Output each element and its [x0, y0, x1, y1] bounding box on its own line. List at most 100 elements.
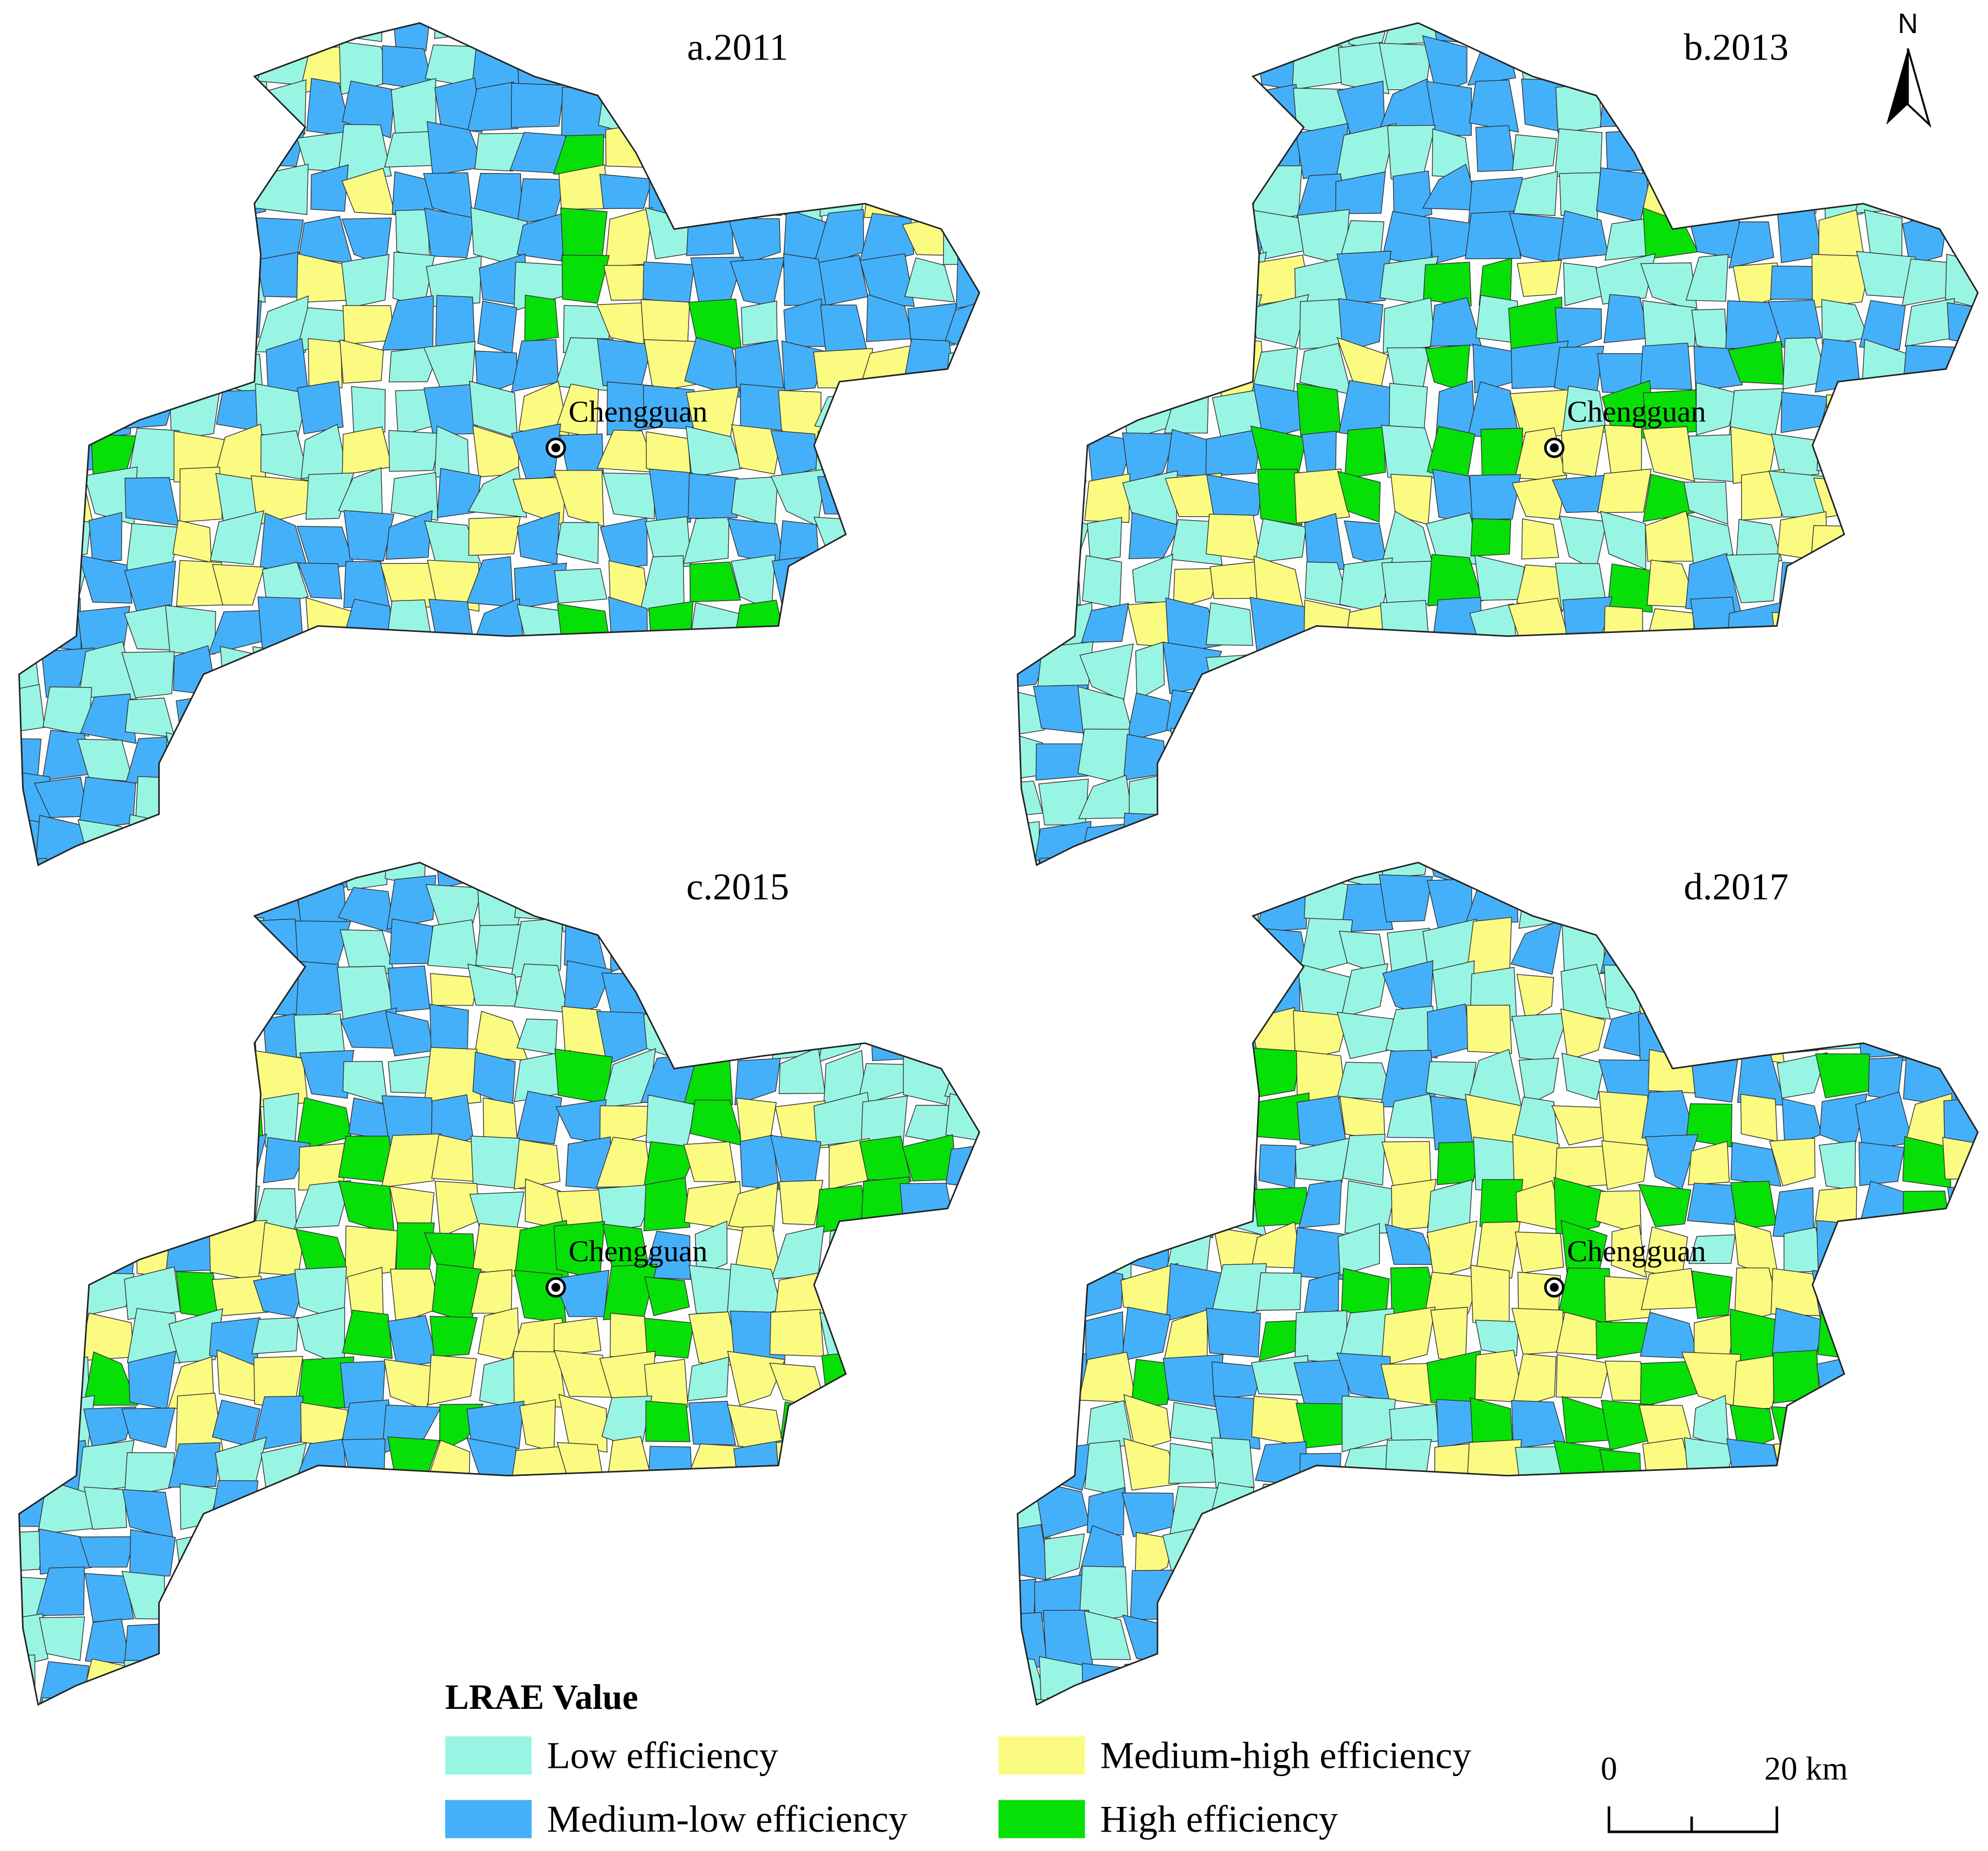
region [19, 35, 40, 90]
region [1600, 84, 1653, 127]
region [39, 1616, 85, 1661]
region [1771, 84, 1828, 138]
region [37, 874, 96, 935]
region [1211, 1361, 1264, 1400]
region [1737, 1008, 1785, 1064]
region [686, 213, 734, 256]
region [552, 1575, 605, 1614]
region [19, 1350, 42, 1408]
region [1469, 1751, 1515, 1792]
region [1039, 1656, 1088, 1705]
region [812, 121, 869, 165]
region [1124, 43, 1180, 93]
region [1559, 862, 1601, 892]
region [1510, 727, 1566, 784]
region [871, 567, 904, 611]
region [1017, 387, 1044, 441]
region [959, 903, 990, 958]
region [727, 772, 779, 831]
region [1429, 297, 1482, 347]
region [436, 1481, 484, 1535]
region [1080, 1144, 1137, 1190]
region [1898, 1228, 1953, 1276]
region [19, 1137, 44, 1185]
region [256, 23, 311, 46]
region [129, 862, 182, 891]
region [1696, 382, 1740, 436]
region [1819, 727, 1870, 782]
region [1169, 779, 1218, 831]
region [1814, 554, 1872, 603]
region [1649, 900, 1696, 955]
region [1472, 693, 1526, 744]
region [44, 217, 93, 258]
region [1209, 1568, 1266, 1622]
region [297, 562, 342, 599]
region [1956, 80, 1978, 139]
region [1898, 1481, 1946, 1538]
region [168, 1442, 221, 1488]
region [1906, 382, 1957, 437]
region [909, 782, 955, 824]
region [1259, 1523, 1306, 1573]
region [307, 1701, 347, 1705]
region [338, 1568, 397, 1627]
region [686, 687, 735, 745]
region [597, 684, 658, 738]
region [733, 1614, 784, 1668]
region [19, 23, 48, 48]
region [435, 862, 472, 889]
region [391, 472, 438, 521]
region [1556, 1526, 1612, 1579]
region [389, 770, 440, 825]
region [1211, 1437, 1255, 1489]
region [35, 1184, 87, 1227]
region [1087, 126, 1126, 172]
region [1257, 469, 1303, 526]
region [1595, 1190, 1642, 1235]
region [1940, 518, 1978, 556]
region [1816, 424, 1860, 474]
region [1692, 1708, 1736, 1742]
region [910, 1226, 955, 1278]
region [1694, 134, 1728, 178]
region [1173, 167, 1221, 218]
region [1081, 1663, 1133, 1705]
region [212, 686, 263, 743]
region [467, 1523, 526, 1579]
region [1518, 1058, 1559, 1107]
region [684, 1567, 738, 1628]
region [948, 562, 979, 615]
region [19, 1231, 46, 1271]
region [425, 1609, 477, 1668]
region [38, 127, 91, 182]
region [1941, 387, 1978, 441]
region [598, 1183, 658, 1232]
region [954, 1611, 979, 1658]
region [988, 339, 1039, 396]
region [209, 1012, 257, 1057]
region [949, 862, 979, 886]
region [1034, 383, 1091, 442]
region [342, 426, 393, 475]
region [127, 1308, 181, 1363]
region [1508, 598, 1570, 652]
region [989, 294, 1036, 350]
region [1135, 641, 1165, 701]
region [1561, 964, 1611, 1020]
region [989, 964, 1041, 1020]
region [949, 167, 979, 213]
region [1690, 1573, 1738, 1626]
region [1470, 518, 1512, 557]
region [253, 1698, 308, 1705]
region [1076, 1183, 1129, 1227]
region [1254, 518, 1307, 564]
region [174, 862, 214, 890]
region [1725, 553, 1780, 603]
region [1681, 918, 1737, 976]
region [1432, 128, 1471, 178]
region [425, 884, 483, 927]
region [1213, 825, 1266, 865]
region [1900, 518, 1954, 566]
region [899, 961, 955, 1013]
